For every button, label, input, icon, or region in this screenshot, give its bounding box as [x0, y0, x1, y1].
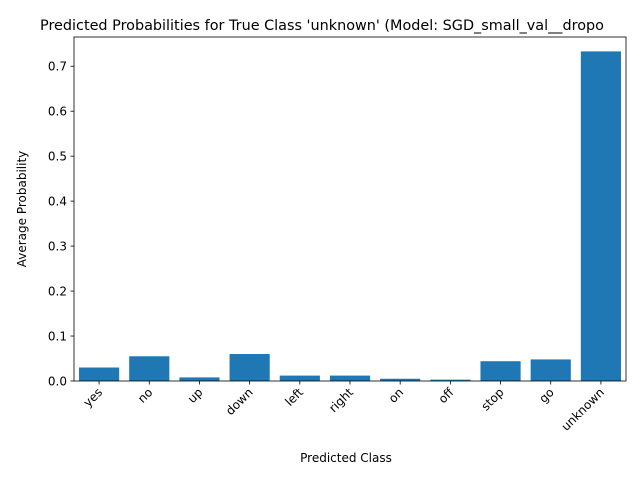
y-tick-label: 0.5	[48, 149, 67, 163]
x-axis-label: Predicted Class	[300, 451, 392, 465]
y-axis: 0.0 0.1 0.2 0.3 0.4 0.5 0.6 0.7	[48, 60, 74, 388]
plot-frame	[73, 36, 627, 382]
x-tick-label: left	[282, 385, 306, 409]
bars-group	[79, 51, 621, 381]
x-tick-label: on	[386, 385, 406, 405]
x-tick-label: no	[135, 385, 155, 405]
bar-down	[229, 354, 270, 381]
bar-off	[430, 379, 471, 381]
chart-title: Predicted Probabilities for True Class '…	[40, 18, 604, 34]
bar-go	[530, 359, 571, 381]
bar-on	[380, 378, 421, 381]
y-tick-label: 0.0	[48, 374, 67, 388]
x-tick-label: right	[326, 385, 356, 415]
x-tick-label: yes	[81, 385, 106, 410]
bar-unknown	[580, 51, 621, 381]
bar-up	[179, 377, 220, 381]
y-tick-label: 0.1	[48, 329, 67, 343]
bar-yes	[79, 367, 120, 381]
x-tick-label: stop	[478, 385, 506, 413]
y-tick-label: 0.4	[48, 194, 67, 208]
y-axis-label: Average Probability	[15, 151, 29, 268]
x-tick-label: off	[436, 385, 457, 406]
y-tick-label: 0.2	[48, 284, 67, 298]
x-tick-label: up	[185, 385, 206, 406]
x-tick-label: unknown	[559, 385, 607, 433]
bar-stop	[480, 361, 521, 381]
y-tick-label: 0.7	[48, 60, 67, 74]
y-tick-label: 0.3	[48, 239, 67, 253]
bar-left	[279, 375, 320, 381]
x-tick-label: go	[536, 385, 556, 405]
y-tick-label: 0.6	[48, 104, 67, 118]
bar-no	[129, 356, 170, 381]
x-tick-label: down	[223, 385, 256, 418]
bar-right	[329, 375, 371, 381]
x-axis: yes no up down left right on off stop go unknown	[81, 381, 607, 434]
